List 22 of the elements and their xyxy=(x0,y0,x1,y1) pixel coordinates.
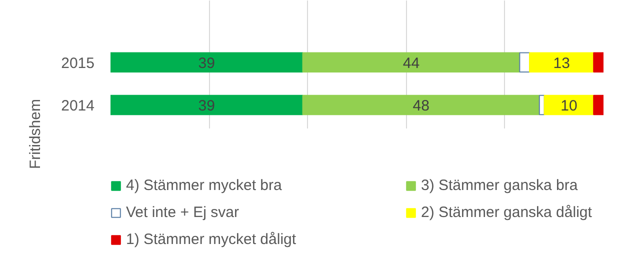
bar xyxy=(302,94,540,116)
bar xyxy=(110,52,304,72)
legend-label: 1) Stämmer mycket dåligt xyxy=(126,230,298,248)
y-tick-label: 2014 xyxy=(61,98,95,115)
bar xyxy=(593,52,604,72)
bar xyxy=(302,52,520,72)
bar xyxy=(519,52,530,72)
legend-label: Vet inte + Ej svar xyxy=(126,203,240,221)
bar xyxy=(110,94,304,116)
data-label: 13 xyxy=(553,54,570,72)
bar xyxy=(593,94,604,116)
data-label: 39 xyxy=(198,98,215,115)
data-label: 48 xyxy=(412,98,430,115)
data-label: 44 xyxy=(402,54,420,72)
data-label: 10 xyxy=(560,98,578,115)
y-tick-label: 2015 xyxy=(61,54,95,72)
bar xyxy=(529,52,594,72)
text: Fritidshem xyxy=(27,98,44,170)
legend-label: 2) Stämmer ganska dåligt xyxy=(421,203,593,221)
legend-label: 4) Stämmer mycket bra xyxy=(126,176,283,194)
data-label: 39 xyxy=(198,54,215,72)
legend-label: 3) Stämmer ganska bra xyxy=(421,176,579,194)
